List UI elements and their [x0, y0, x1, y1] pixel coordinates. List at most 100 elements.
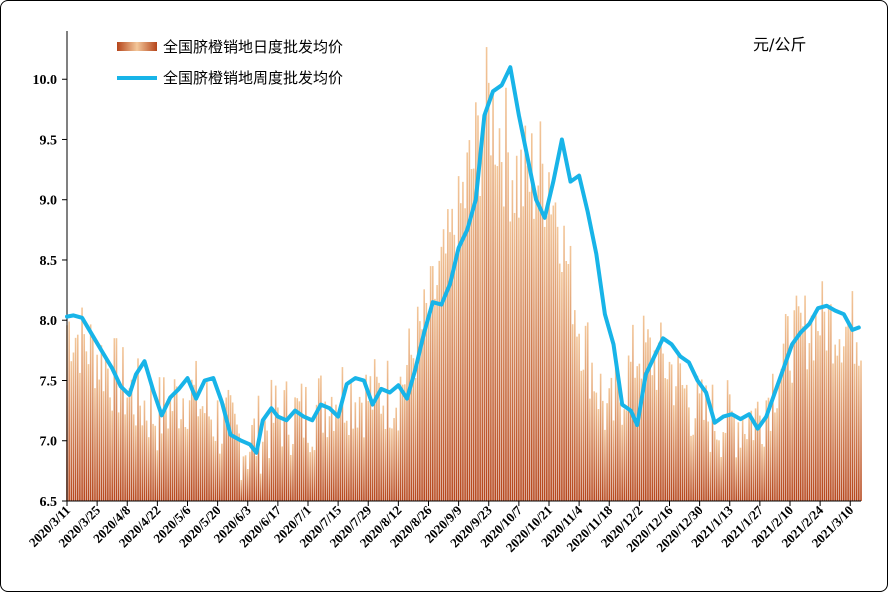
daily-price-bar [404, 384, 406, 501]
daily-price-bar [294, 397, 296, 501]
daily-price-bar [68, 321, 70, 501]
daily-price-bar [713, 430, 716, 501]
daily-price-bar [827, 305, 830, 501]
daily-price-bar [360, 402, 363, 501]
daily-price-bar [496, 166, 499, 501]
daily-price-bar [165, 410, 167, 501]
daily-price-bar [150, 386, 152, 501]
daily-price-bar [541, 163, 544, 501]
daily-price-bar [197, 416, 200, 501]
daily-price-bar [683, 388, 686, 501]
daily-price-bar [393, 418, 395, 501]
daily-price-bar [169, 395, 172, 501]
daily-price-bar [558, 263, 561, 501]
daily-price-bar [206, 381, 208, 501]
daily-price-bar [296, 398, 299, 501]
daily-price-bar [759, 415, 761, 501]
daily-price-bar [277, 407, 279, 501]
daily-price-bar [414, 378, 417, 501]
daily-price-bar [778, 384, 781, 501]
daily-price-bar [744, 433, 746, 501]
daily-price-bar [518, 217, 520, 501]
daily-price-bar [203, 413, 206, 501]
daily-price-bar [655, 389, 658, 501]
daily-price-bar [812, 360, 815, 501]
daily-price-bar [604, 429, 606, 501]
daily-price-bar [272, 422, 275, 501]
daily-price-bar [625, 410, 628, 501]
daily-price-bar [160, 433, 163, 501]
daily-price-bar [193, 384, 195, 501]
daily-price-bar [434, 298, 436, 501]
daily-price-bar [530, 133, 533, 502]
daily-price-bar [825, 350, 828, 501]
daily-price-bar [782, 343, 785, 501]
daily-price-bar [845, 326, 847, 501]
daily-price-bar [188, 400, 191, 501]
daily-price-bar [793, 310, 796, 501]
daily-price-bar [468, 140, 471, 501]
daily-price-bar [836, 355, 839, 501]
daily-price-bar [481, 145, 484, 501]
daily-price-bar [556, 226, 559, 502]
daily-price-bar [128, 388, 131, 501]
daily-price-bar [653, 350, 656, 501]
daily-price-bar [634, 377, 636, 501]
daily-price-bar [216, 400, 219, 501]
y-tick-label: 9.0 [40, 194, 58, 209]
daily-price-bar [173, 379, 176, 501]
daily-price-bar [163, 377, 165, 501]
daily-price-bar [266, 430, 268, 501]
daily-price-bar [698, 393, 701, 501]
daily-price-bar [423, 289, 425, 501]
daily-price-bar [511, 180, 514, 502]
daily-price-bar [636, 366, 639, 501]
daily-price-bar [119, 387, 122, 501]
daily-price-bar [408, 328, 410, 501]
daily-price-bar [285, 381, 288, 501]
daily-price-bar [449, 232, 451, 502]
daily-price-bar [98, 379, 101, 501]
daily-price-bar [672, 405, 675, 501]
daily-price-bar [135, 425, 137, 501]
daily-price-bar [182, 398, 184, 501]
daily-price-bar [608, 388, 611, 501]
daily-price-bar [238, 433, 240, 501]
daily-price-bar [780, 368, 783, 501]
daily-price-bar [789, 370, 791, 501]
daily-price-bar [356, 427, 359, 501]
daily-price-bar [711, 384, 714, 501]
daily-price-bar [212, 436, 215, 501]
daily-price-bar [111, 410, 113, 501]
daily-price-bar [343, 422, 346, 501]
daily-price-bar [492, 91, 494, 502]
daily-price-bar [709, 451, 712, 501]
daily-price-bar [154, 425, 157, 501]
daily-price-bar [399, 376, 402, 501]
daily-price-bar [681, 384, 684, 501]
daily-price-bar [122, 347, 124, 501]
daily-price-bar [791, 382, 793, 501]
daily-price-bar [270, 379, 273, 501]
daily-price-bar [690, 435, 692, 501]
daily-price-bar [821, 281, 824, 501]
daily-price-bar [597, 409, 600, 501]
daily-price-bar [268, 458, 271, 501]
daily-price-bar [348, 434, 350, 501]
daily-price-bar [834, 344, 836, 501]
daily-price-bar [76, 334, 79, 501]
daily-price-bar [694, 418, 697, 501]
daily-price-bar [651, 375, 654, 501]
daily-price-bar [410, 354, 413, 501]
daily-price-bar [623, 409, 626, 501]
daily-price-bar [124, 414, 126, 501]
daily-price-bar [584, 325, 587, 501]
daily-price-bar [406, 364, 408, 501]
daily-price-bar [218, 453, 221, 501]
daily-price-bar [438, 260, 441, 501]
daily-price-bar [373, 359, 376, 501]
daily-price-bar [335, 404, 337, 501]
y-tick-label: 7.0 [40, 435, 58, 450]
daily-price-bar [322, 432, 324, 501]
daily-price-bar [234, 413, 236, 501]
